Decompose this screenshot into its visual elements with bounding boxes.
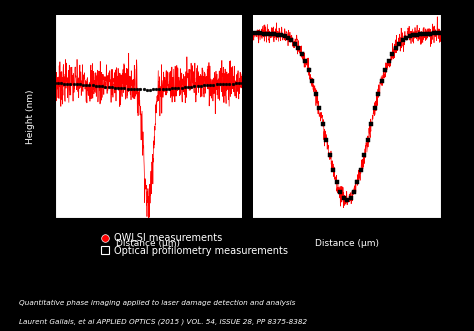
X-axis label: Distance (μm): Distance (μm) [315,239,379,248]
Text: Laurent Gallais, et al APPLIED OPTICS (2015 ) VOL. 54, ISSUE 28, PP 8375-8382: Laurent Gallais, et al APPLIED OPTICS (2… [19,318,307,325]
Legend: QWLSI measurements, Optical profilometry measurements: QWLSI measurements, Optical profilometry… [100,233,288,256]
Y-axis label: Height (nm): Height (nm) [27,89,36,144]
Text: Quantitative phase imaging applied to laser damage detection and analysis: Quantitative phase imaging applied to la… [19,300,295,306]
X-axis label: Distance (μm): Distance (μm) [116,239,180,248]
